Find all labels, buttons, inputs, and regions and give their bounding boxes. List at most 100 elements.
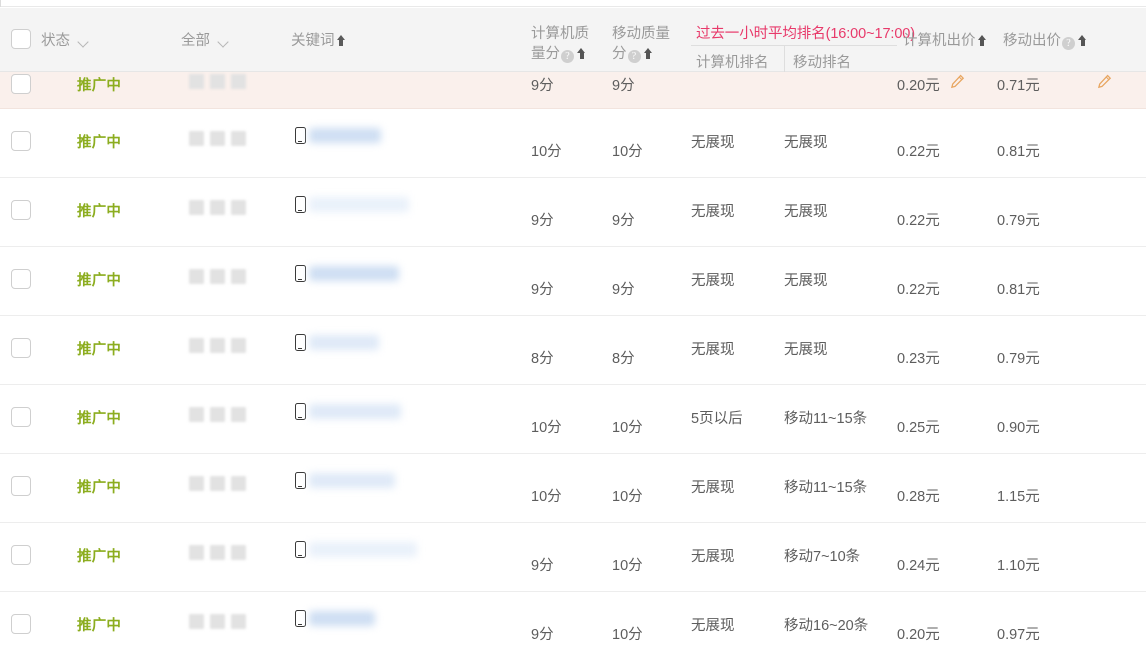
question-help-icon[interactable]: ? bbox=[627, 50, 641, 63]
row-mobile-bid-value: 1.10元 bbox=[997, 558, 1040, 574]
sort-ascending-icon[interactable] bbox=[336, 35, 346, 46]
header-mobile-rank-label: 移动排名 bbox=[784, 46, 897, 72]
status-badge[interactable]: 推广中 bbox=[77, 480, 122, 496]
table-row[interactable]: 推广中 9分 10分 无展现 移动7~10条 0.24元 1.10元 bbox=[0, 523, 1146, 592]
table-row[interactable]: 推广中 10分 10分 无展现 无展现 0.22元 0.81元 bbox=[0, 109, 1146, 178]
row-pc-bid-cell[interactable]: 0.28元 bbox=[897, 454, 997, 522]
question-help-icon[interactable]: ? bbox=[561, 50, 574, 63]
row-keyword-cell[interactable] bbox=[291, 454, 531, 522]
table-row[interactable]: 推广中 10分 10分 5页以后 移动11~15条 0.25元 0.90元 bbox=[0, 385, 1146, 454]
header-mobile-bid-cell[interactable]: 移动出价? bbox=[997, 8, 1097, 72]
row-mobile-bid-cell[interactable]: 0.71元 bbox=[997, 72, 1097, 108]
table-row[interactable]: 推广中 10分 10分 无展现 移动11~15条 0.28元 1.15元 bbox=[0, 454, 1146, 523]
row-keyword-cell[interactable] bbox=[291, 592, 531, 655]
row-checkbox[interactable] bbox=[11, 476, 31, 496]
row-checkbox[interactable] bbox=[11, 200, 31, 220]
row-mobile-bid-cell[interactable]: 1.15元 bbox=[997, 454, 1097, 522]
row-select-cell bbox=[0, 72, 41, 108]
sort-ascending-icon[interactable] bbox=[977, 35, 987, 46]
header-keyword-cell[interactable]: 关键词 bbox=[291, 8, 531, 72]
header-pc-quality-cell: 计算机质 量分? bbox=[531, 8, 612, 72]
row-pc-bid-cell[interactable]: 0.20元 bbox=[897, 72, 997, 108]
table-row[interactable]: 推广中 9分 9分 0.20元 0.71元 bbox=[0, 72, 1146, 109]
row-mobile-bid-cell[interactable]: 0.81元 bbox=[997, 109, 1097, 177]
redacted-block bbox=[210, 131, 225, 146]
row-mobile-bid-cell[interactable]: 0.97元 bbox=[997, 592, 1097, 655]
row-pc-bid-cell[interactable]: 0.22元 bbox=[897, 247, 997, 315]
redacted-block bbox=[231, 614, 246, 629]
status-badge[interactable]: 推广中 bbox=[77, 273, 122, 289]
row-pc-bid-cell[interactable]: 0.24元 bbox=[897, 523, 997, 591]
sort-ascending-icon[interactable] bbox=[577, 48, 586, 59]
row-keyword-cell[interactable] bbox=[291, 72, 531, 108]
group-filter-dropdown[interactable]: 全部 bbox=[181, 31, 230, 51]
status-badge[interactable]: 推广中 bbox=[77, 204, 122, 220]
row-mobile-bid-cell[interactable]: 0.81元 bbox=[997, 247, 1097, 315]
row-pc-bid-cell[interactable]: 0.22元 bbox=[897, 109, 997, 177]
table-row[interactable]: 推广中 9分 9分 无展现 无展现 0.22元 0.79元 bbox=[0, 178, 1146, 247]
redacted-keyword-bar bbox=[309, 128, 381, 143]
row-pc-quality: 10分 bbox=[531, 144, 562, 160]
row-status-cell: 推广中 bbox=[41, 316, 181, 384]
row-checkbox[interactable] bbox=[11, 407, 31, 427]
row-pc-quality: 9分 bbox=[531, 213, 554, 229]
row-keyword-cell[interactable] bbox=[291, 523, 531, 591]
row-mobile-bid-cell[interactable]: 0.90元 bbox=[997, 385, 1097, 453]
table-row[interactable]: 推广中 9分 10分 无展现 移动16~20条 0.20元 0.97元 bbox=[0, 592, 1146, 655]
row-mobile-quality: 10分 bbox=[612, 558, 643, 574]
redacted-block bbox=[210, 407, 225, 422]
sort-ascending-icon[interactable] bbox=[643, 48, 653, 59]
row-status-cell: 推广中 bbox=[41, 178, 181, 246]
row-pc-rank: 无展现 bbox=[691, 480, 735, 496]
sort-ascending-icon[interactable] bbox=[1078, 35, 1087, 46]
row-pc-rank: 5页以后 bbox=[691, 411, 743, 427]
row-pc-bid-cell[interactable]: 0.25元 bbox=[897, 385, 997, 453]
row-keyword-cell[interactable] bbox=[291, 178, 531, 246]
header-pc-quality-line2-wrap: 量分? bbox=[531, 44, 612, 64]
redacted-block bbox=[210, 545, 225, 560]
row-checkbox[interactable] bbox=[11, 74, 31, 94]
edit-pencil-icon[interactable] bbox=[950, 74, 965, 89]
top-edge-strip bbox=[0, 0, 1146, 7]
row-mobile-bid-value: 0.71元 bbox=[997, 78, 1040, 94]
redacted-group-blocks bbox=[189, 269, 246, 284]
row-mobile-bid-cell[interactable]: 0.79元 bbox=[997, 316, 1097, 384]
status-badge[interactable]: 推广中 bbox=[77, 618, 122, 634]
row-checkbox[interactable] bbox=[11, 545, 31, 565]
row-mobile-bid-cell[interactable]: 1.10元 bbox=[997, 523, 1097, 591]
status-badge[interactable]: 推广中 bbox=[77, 342, 122, 358]
status-filter-dropdown[interactable]: 状态 bbox=[41, 31, 90, 51]
status-badge[interactable]: 推广中 bbox=[77, 135, 122, 151]
row-checkbox[interactable] bbox=[11, 131, 31, 151]
select-all-checkbox[interactable] bbox=[11, 29, 31, 49]
redacted-keyword-bar bbox=[309, 542, 417, 557]
header-mobile-quality-line1: 移动质量 bbox=[612, 26, 670, 42]
row-checkbox[interactable] bbox=[11, 338, 31, 358]
keyword-table: 状态 全部 关键词 计算机质 量分? 移动质量 分? bbox=[0, 8, 1146, 655]
edit-pencil-icon[interactable] bbox=[1097, 74, 1112, 89]
row-mobile-bid-edit-cell bbox=[1097, 178, 1125, 246]
redacted-keyword-bar bbox=[309, 404, 401, 419]
row-pc-bid-cell[interactable]: 0.22元 bbox=[897, 178, 997, 246]
row-checkbox[interactable] bbox=[11, 269, 31, 289]
status-badge[interactable]: 推广中 bbox=[77, 549, 122, 565]
row-keyword-cell[interactable] bbox=[291, 385, 531, 453]
row-keyword-cell[interactable] bbox=[291, 316, 531, 384]
row-pc-bid-cell[interactable]: 0.23元 bbox=[897, 316, 997, 384]
table-row[interactable]: 推广中 9分 9分 无展现 无展现 0.22元 0.81元 bbox=[0, 247, 1146, 316]
row-mobile-bid-value: 0.81元 bbox=[997, 282, 1040, 298]
header-pc-bid-cell[interactable]: 计算机出价 bbox=[897, 8, 997, 72]
row-pc-bid-cell[interactable]: 0.20元 bbox=[897, 592, 997, 655]
question-help-icon[interactable]: ? bbox=[1062, 37, 1075, 50]
header-keyword-label: 关键词 bbox=[291, 33, 335, 49]
row-keyword-cell[interactable] bbox=[291, 109, 531, 177]
row-mobile-bid-cell[interactable]: 0.79元 bbox=[997, 178, 1097, 246]
row-mobile-rank bbox=[784, 72, 897, 108]
row-keyword-cell[interactable] bbox=[291, 247, 531, 315]
rank-group-subcolumns: 计算机排名 移动排名 bbox=[691, 46, 897, 72]
status-badge[interactable]: 推广中 bbox=[77, 78, 122, 94]
row-pc-bid-value: 0.22元 bbox=[897, 282, 940, 298]
row-checkbox[interactable] bbox=[11, 614, 31, 634]
status-badge[interactable]: 推广中 bbox=[77, 411, 122, 427]
table-row[interactable]: 推广中 8分 8分 无展现 无展现 0.23元 0.79元 bbox=[0, 316, 1146, 385]
